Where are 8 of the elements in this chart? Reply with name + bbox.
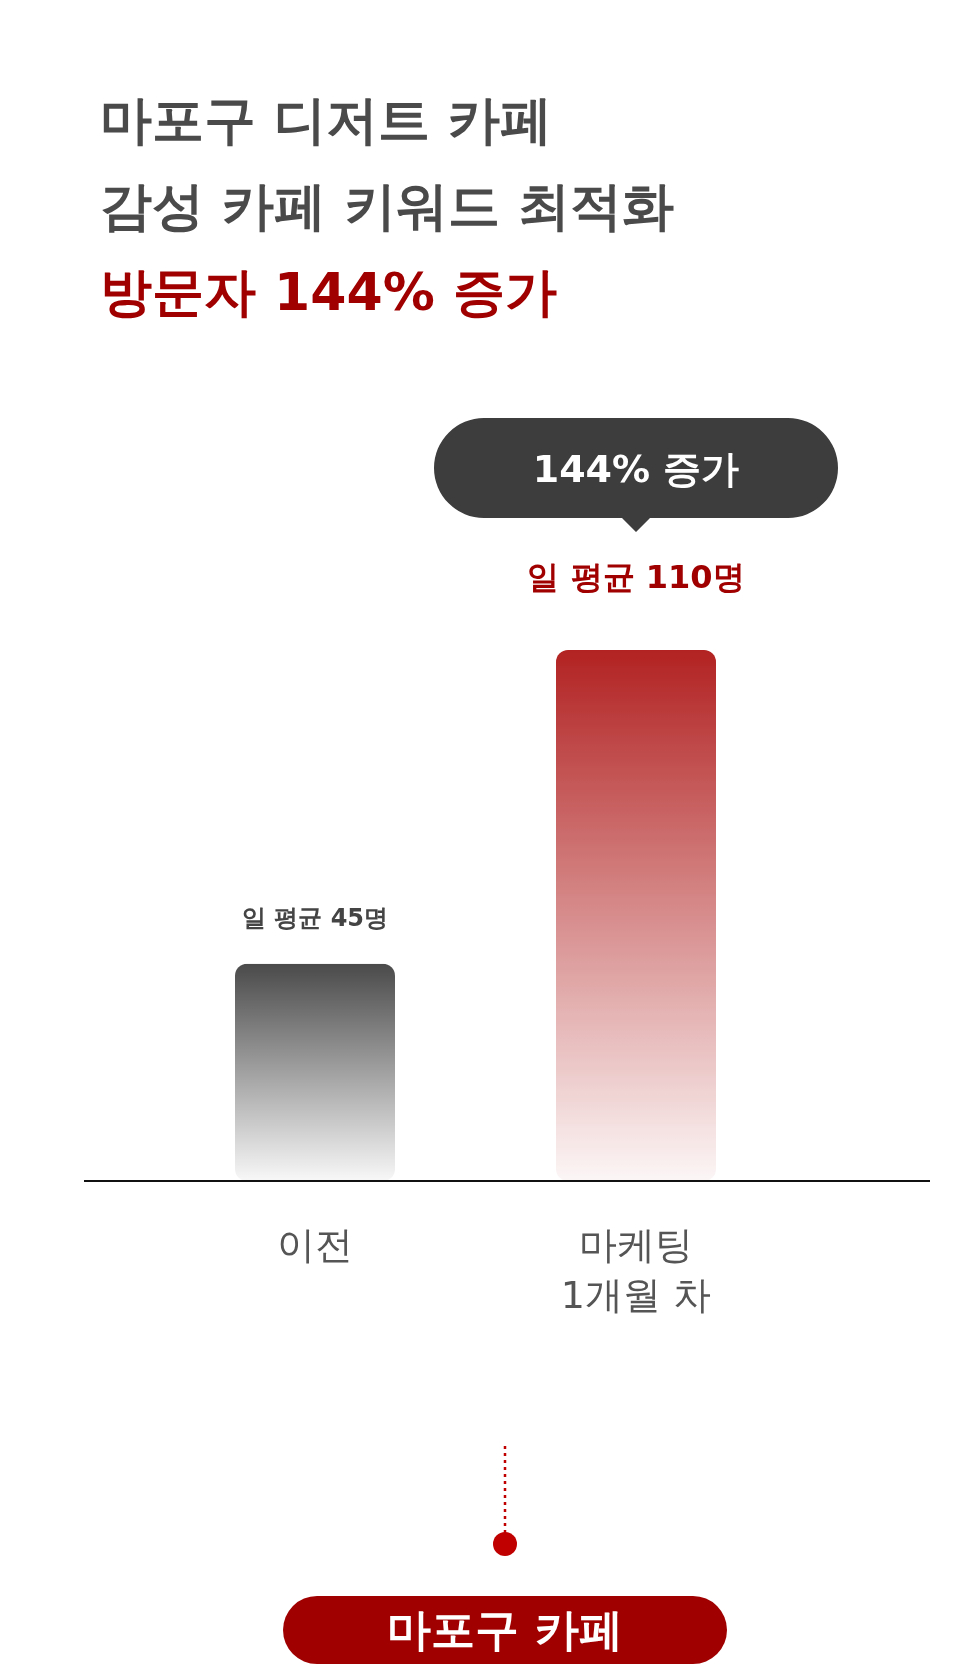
chart-title: 마포구 디저트 카페 감성 카페 키워드 최적화 bbox=[100, 90, 675, 236]
text: 144% 증가 bbox=[532, 447, 740, 491]
x-tick-label: 이전 bbox=[277, 1223, 353, 1267]
text: 마포구 카페 bbox=[387, 1604, 623, 1655]
data-label: 일 평균 110명 bbox=[527, 558, 745, 596]
data-label: 일 평균 45명 bbox=[241, 903, 389, 932]
x-tick-label: 마케팅 1개월 차 bbox=[560, 1223, 712, 1317]
chart-subtitle: 방문자 144% 증가 bbox=[100, 262, 557, 322]
